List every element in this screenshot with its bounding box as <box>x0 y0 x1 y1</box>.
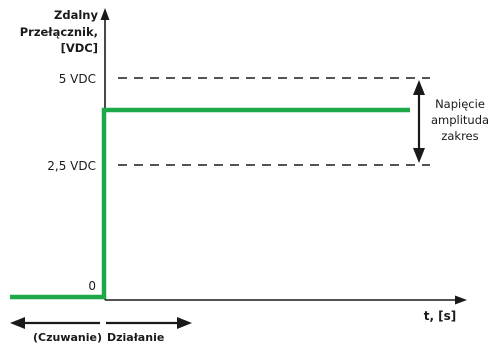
level-5vdc-label: 5 VDC <box>59 72 96 86</box>
standby-arrow-left-icon <box>10 317 25 329</box>
y-axis-title-line-2: Przełącznik, <box>20 25 98 39</box>
operation-label: Działanie <box>107 331 164 344</box>
operation-arrow-right-icon <box>177 317 192 329</box>
signal-step-line <box>10 107 410 300</box>
y-axis-title-line-1: Zdalny <box>54 8 98 22</box>
amplitude-arrow-up-icon <box>413 80 425 95</box>
y-axis-title-line-3: [VDC] <box>61 41 98 55</box>
annotation-line-3: zakres <box>441 129 478 143</box>
amplitude-arrow-down-icon <box>413 148 425 163</box>
annotation-line-2: amplituda <box>431 113 489 127</box>
standby-label: (Czuwanie) <box>33 331 102 344</box>
annotation-line-1: Napięcie <box>435 97 485 111</box>
y-axis-arrow-icon <box>100 8 110 20</box>
origin-label: 0 <box>88 279 96 293</box>
level-2-5vdc-label: 2,5 VDC <box>47 159 96 173</box>
x-axis-title: t, [s] <box>424 309 457 323</box>
x-axis-arrow-icon <box>455 295 467 305</box>
